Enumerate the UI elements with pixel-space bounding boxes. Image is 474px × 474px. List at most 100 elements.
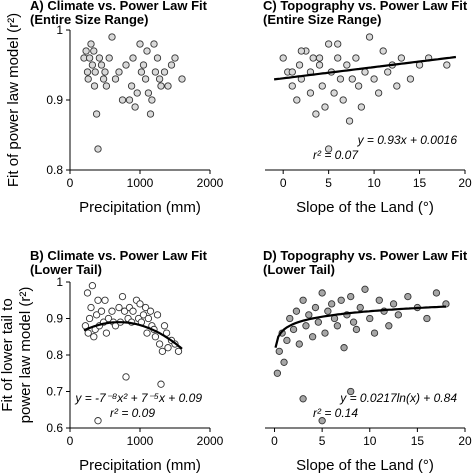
panel-d-x-tick-label: 5 <box>319 434 326 448</box>
panel-a-x-tick-label: 1000 <box>127 176 154 190</box>
panel-c-data-point <box>315 54 324 62</box>
panel-a-data-point <box>99 75 108 83</box>
panel-c-data-point <box>318 82 326 90</box>
panel-c-data-point <box>443 61 451 69</box>
panel-a-data-point <box>118 96 127 104</box>
panel-d-x-label: Slope of the Land (°) <box>296 457 434 474</box>
top-y-axis-label: Fit of power law model (r²) <box>5 13 22 187</box>
panel-c-data-point <box>354 82 363 90</box>
panel-b-title-line2: (Lower Tail) <box>30 262 102 277</box>
panel-d-data-point <box>404 292 412 301</box>
panel-c-data-point <box>339 96 347 104</box>
panel-a-y-tick-label: 0.9 <box>46 93 63 107</box>
panel-a-data-point <box>105 54 113 62</box>
panel-b-data-point <box>115 303 123 312</box>
panel-d-data-point <box>280 358 288 366</box>
panel-d-data-point <box>292 307 301 315</box>
panel-d-data-point <box>324 307 332 315</box>
panel-b-data-point <box>120 307 129 315</box>
panel-b-equation: y = -7⁻⁸x² + 7⁻⁵x + 0.09 <box>74 391 202 405</box>
panel-a-data-point <box>131 103 139 111</box>
panel-a-data-point <box>137 68 146 76</box>
panel-a-data-point <box>146 110 155 118</box>
panel-d-data-point <box>366 314 374 323</box>
panel-c-x-tick-label: 15 <box>413 176 427 190</box>
panel-d-data-point <box>318 417 326 425</box>
panel-d-data-point <box>337 296 345 304</box>
panel-c-data-point <box>330 89 338 97</box>
panel-d-data-point <box>432 289 441 297</box>
panel-c-data-point <box>357 103 366 111</box>
panel-a-data-point <box>84 75 92 83</box>
panel-c-x-tick-label: 20 <box>458 176 472 190</box>
panel-a-data-point <box>91 68 99 76</box>
panel-a-data-point <box>92 110 101 118</box>
panel-d-data-point <box>389 300 398 308</box>
panel-c-data-point <box>379 47 387 55</box>
panel-c-data-point <box>365 33 374 41</box>
panel-a-data-point <box>136 40 144 48</box>
panel-a-data-point <box>155 75 164 83</box>
panel-c-data-point <box>345 117 354 125</box>
panel-b-y-tick-label: 1 <box>56 275 63 289</box>
panel-a-data-point <box>133 89 141 97</box>
panel-a-data-point <box>144 89 153 97</box>
panel-d-data-point <box>275 347 283 355</box>
panel-a-data-point <box>153 54 162 62</box>
panel-a-y-tick-label: 1 <box>56 23 63 37</box>
panel-b-data-point <box>136 300 144 308</box>
panel-d-data-point <box>299 296 307 304</box>
panel-b-data-point <box>155 340 164 348</box>
panel-a-data-point <box>95 54 104 62</box>
panel-b-data-point <box>118 292 127 301</box>
panel-d-trend-line <box>274 305 447 348</box>
panel-b-data-point <box>122 373 130 381</box>
panel-c-data-point <box>315 61 324 69</box>
panel-d-data-point <box>356 303 364 312</box>
panel-d-data-point <box>352 325 361 334</box>
panel-c-x-label: Slope of the Land (°) <box>296 199 434 216</box>
panel-a-data-point <box>178 75 186 83</box>
panel-d-x-tick-label: 20 <box>458 434 472 448</box>
panel-b-data-point <box>83 289 92 297</box>
panel-b-data-point <box>87 303 95 312</box>
panel-a-data-point <box>125 96 134 104</box>
panel-b-x-label: Precipitation (mm) <box>79 457 201 474</box>
panel-c-data-point <box>279 54 287 62</box>
panel-b-data-point <box>164 344 172 352</box>
panel-d-data-point <box>314 318 322 326</box>
panel-d-data-point <box>375 296 383 304</box>
panel-a-data-point <box>94 145 102 153</box>
panel-d-data-point <box>423 314 431 323</box>
panel-d-x-tick-label: 15 <box>411 434 425 448</box>
panel-b-data-point <box>174 347 183 355</box>
panel-b-x-tick-label: 2000 <box>197 434 224 448</box>
panel-d-data-point <box>299 395 307 403</box>
panel-b-title-line1: B) Climate vs. Power Law Fit <box>30 248 208 263</box>
panel-a-data-point <box>97 61 106 69</box>
panel-b-data-point <box>146 307 155 315</box>
panel-c-x-tick-label: 0 <box>280 176 287 190</box>
panel-a-data-point <box>122 61 130 69</box>
panel-b-r-squared: r² = 0.09 <box>110 406 155 420</box>
panel-a-data-point <box>87 40 95 48</box>
panel-b-data-point <box>141 303 150 312</box>
panel-b-data-point <box>143 329 151 337</box>
panel-b-data-point <box>84 329 92 337</box>
panel-d-data-point <box>311 303 320 312</box>
panel-b-data-point <box>144 314 153 323</box>
panel-a-data-point <box>82 47 90 55</box>
panel-d-data-point <box>333 322 342 330</box>
panel-c-data-point <box>361 68 369 76</box>
panel-d-data-point <box>385 322 393 330</box>
panel-b-data-point <box>157 380 165 388</box>
panel-d-data-point <box>394 311 402 319</box>
panel-a-x-tick-label: 2000 <box>197 176 224 190</box>
panel-b-trend-line <box>83 321 183 350</box>
panel-a-data-point <box>167 61 176 69</box>
panel-b-data-point <box>101 296 109 304</box>
panel-c-data-point <box>343 61 351 69</box>
panel-b-data-point <box>102 329 111 337</box>
panel-a-data-point <box>90 82 99 90</box>
panel-d-data-point <box>347 292 355 301</box>
